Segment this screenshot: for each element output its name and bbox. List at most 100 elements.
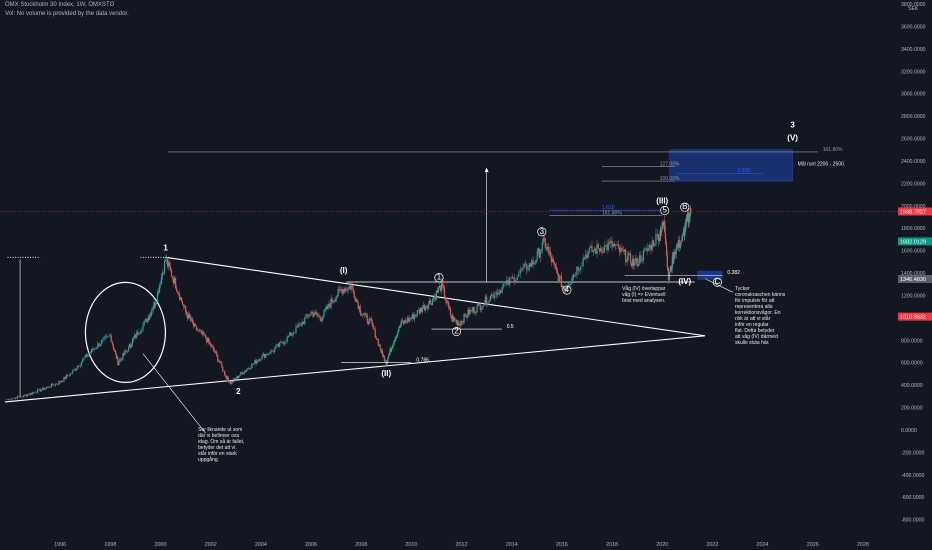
price-candle-body: [68, 375, 70, 377]
price-candle-body: [345, 288, 347, 290]
price-candle-body: [620, 247, 622, 253]
wave-circle-icon: [434, 273, 444, 283]
annotation-line: flat. Detta betyder: [735, 328, 775, 334]
price-candle-body: [161, 272, 164, 277]
price-candle-body: [58, 381, 60, 385]
price-candle-body: [451, 316, 453, 319]
price-candle-body: [324, 309, 326, 311]
price-candle-body: [647, 248, 650, 251]
price-candle-body: [444, 297, 447, 301]
annotation-line: Våg (IV) överlappar: [622, 285, 666, 292]
price-candle-body: [165, 259, 168, 261]
price-candle-body: [636, 258, 638, 266]
price-candle-body: [284, 342, 286, 345]
price-candle-body: [304, 317, 306, 324]
price-candle-body: [23, 394, 25, 397]
x-tick-label: 2012: [456, 542, 468, 548]
price-candle-body: [495, 292, 497, 296]
price-candle-body: [203, 331, 205, 336]
price-candle-body: [28, 394, 30, 396]
lower-trendline[interactable]: [4, 335, 705, 403]
price-candle-body: [503, 284, 505, 287]
price-candle-body: [459, 324, 461, 326]
target-zone[interactable]: [669, 149, 793, 182]
price-candle-body: [269, 353, 271, 355]
price-series-line: [4, 211, 692, 400]
price-candle-body: [513, 276, 515, 283]
price-candle-body: [115, 350, 117, 354]
price-candle-body: [188, 314, 190, 319]
price-candle-body: [47, 386, 49, 388]
price-candle-body: [358, 306, 360, 309]
price-candle-body: [305, 314, 307, 318]
price-candle-body: [266, 354, 268, 355]
price-candle-body: [443, 287, 446, 298]
price-candle-body: [354, 297, 356, 302]
price-candle-body: [151, 310, 154, 311]
price-candle-body: [607, 242, 609, 251]
price-candle-body: [219, 361, 221, 363]
price-candle-body: [220, 362, 222, 364]
price-candle-body: [349, 286, 351, 290]
price-candle-body: [202, 331, 204, 335]
price-candle-body: [587, 251, 589, 258]
price-candle-body: [678, 239, 680, 248]
price-candle-body: [88, 353, 90, 355]
price-candle-body: [359, 306, 361, 313]
price-candle-body: [49, 387, 51, 389]
price-candle-body: [538, 248, 540, 258]
price-candle-body: [114, 349, 116, 351]
price-candle-body: [57, 384, 59, 385]
price-candle-body: [552, 258, 554, 263]
price-candle-body: [601, 248, 603, 253]
price-candle-body: [509, 277, 511, 285]
price-candle-body: [383, 355, 385, 361]
price-candle-body: [16, 396, 18, 399]
x-tick-label: 1996: [54, 542, 66, 548]
price-candle-body: [370, 318, 372, 321]
price-candle-body: [9, 399, 11, 401]
price-candle-body: [625, 261, 628, 263]
price-candle-body: [60, 381, 63, 383]
y-tick-label: 2000.0000: [901, 204, 926, 210]
price-candle-body: [52, 383, 54, 386]
price-candle-body: [686, 214, 688, 222]
price-candle-body: [294, 332, 296, 334]
price-candle-body: [123, 353, 125, 355]
price-candle-body: [243, 373, 245, 375]
price-candle-body: [236, 376, 238, 379]
price-candle-body: [85, 354, 88, 357]
price-candle-body: [431, 299, 434, 306]
annotation-line: Ser liknande ut som: [198, 427, 242, 433]
price-candle-body: [411, 314, 413, 319]
price-candle-body: [212, 345, 214, 348]
price-candle-body: [103, 337, 105, 339]
price-candle-body: [277, 344, 280, 347]
price-candle-body: [666, 253, 668, 256]
price-candle-body: [213, 347, 215, 351]
price-candle-body: [543, 237, 545, 239]
price-candle-body: [373, 328, 375, 330]
fib-level-label: 127.00%: [660, 162, 680, 168]
price-candle-body: [677, 239, 680, 247]
price-candle-body: [563, 288, 565, 291]
price-candle-body: [410, 318, 412, 319]
price-candle-body: [399, 326, 401, 328]
price-candle-body: [566, 287, 568, 288]
x-tick-label: 2016: [556, 542, 568, 548]
price-candle-body: [432, 298, 435, 300]
price-candle-body: [42, 387, 44, 390]
fractal-circle[interactable]: [84, 281, 167, 384]
price-candle-body: [615, 244, 617, 247]
price-candle-body: [582, 257, 584, 266]
price-candle-body: [383, 354, 385, 356]
price-candle-body: [347, 287, 349, 291]
price-candle-body: [218, 360, 220, 362]
price-candle-body: [197, 330, 199, 332]
price-candle-body: [299, 323, 301, 325]
price-candle-body: [452, 316, 454, 322]
price-candle-body: [661, 222, 663, 230]
price-candle-body: [362, 314, 364, 316]
price-candle-body: [487, 303, 489, 305]
